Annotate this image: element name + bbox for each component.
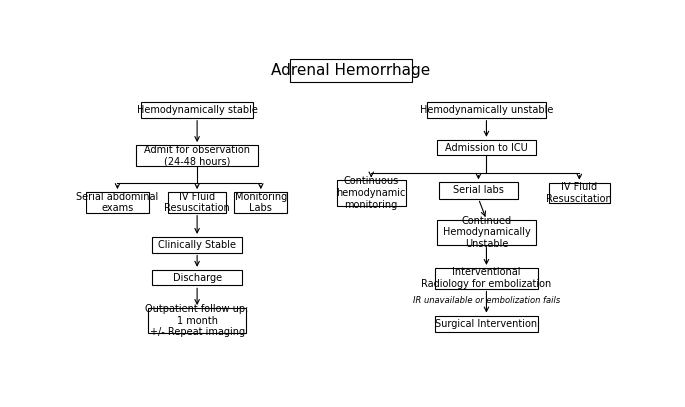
FancyBboxPatch shape — [136, 145, 258, 166]
FancyBboxPatch shape — [437, 220, 536, 245]
FancyBboxPatch shape — [437, 140, 536, 155]
Text: Hemodynamically unstable: Hemodynamically unstable — [420, 105, 553, 115]
FancyBboxPatch shape — [141, 102, 253, 118]
FancyBboxPatch shape — [427, 102, 546, 118]
FancyBboxPatch shape — [435, 315, 538, 332]
FancyBboxPatch shape — [435, 268, 538, 289]
Text: Surgical Intervention: Surgical Intervention — [436, 319, 538, 329]
FancyBboxPatch shape — [86, 192, 149, 213]
Text: Outpatient follow up:
1 month
+/- Repeat imaging: Outpatient follow up: 1 month +/- Repeat… — [145, 304, 249, 337]
FancyBboxPatch shape — [290, 59, 412, 82]
Text: Clinically Stable: Clinically Stable — [158, 240, 236, 250]
FancyBboxPatch shape — [337, 180, 406, 206]
FancyBboxPatch shape — [148, 308, 246, 333]
FancyBboxPatch shape — [152, 237, 242, 252]
Text: IV Fluid
Resuscitation: IV Fluid Resuscitation — [547, 182, 612, 204]
Text: Discharge: Discharge — [173, 273, 222, 282]
Text: IV Fluid
Resuscitation: IV Fluid Resuscitation — [164, 192, 230, 213]
FancyBboxPatch shape — [168, 192, 226, 213]
Text: Admit for observation
(24-48 hours): Admit for observation (24-48 hours) — [144, 144, 250, 166]
Text: Adrenal Hemorrhage: Adrenal Hemorrhage — [271, 63, 431, 78]
FancyBboxPatch shape — [438, 182, 519, 199]
Text: Continuous
hemodynamic
monitoring: Continuous hemodynamic monitoring — [336, 176, 406, 210]
Text: IR unavailable or embolization fails: IR unavailable or embolization fails — [413, 296, 560, 305]
FancyBboxPatch shape — [549, 183, 610, 204]
Text: Continued
Hemodynamically
Unstable: Continued Hemodynamically Unstable — [443, 216, 530, 249]
Text: Serial abdominal
exams: Serial abdominal exams — [76, 192, 159, 213]
FancyBboxPatch shape — [152, 270, 242, 285]
Text: Monitoring
Labs: Monitoring Labs — [235, 192, 287, 213]
Text: Interventional
Radiology for embolization: Interventional Radiology for embolizatio… — [421, 267, 551, 289]
Text: Admission to ICU: Admission to ICU — [445, 142, 528, 153]
Text: Serial labs: Serial labs — [453, 186, 504, 195]
FancyBboxPatch shape — [234, 192, 288, 213]
Text: Hemodynamically stable: Hemodynamically stable — [137, 105, 258, 115]
